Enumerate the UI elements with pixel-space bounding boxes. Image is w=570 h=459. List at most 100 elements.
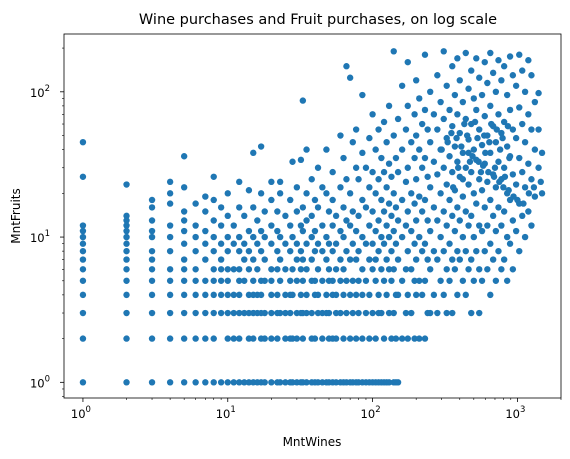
data-point bbox=[521, 88, 529, 96]
data-point bbox=[148, 256, 156, 263]
data-point bbox=[359, 335, 366, 342]
data-point bbox=[430, 158, 438, 165]
data-point bbox=[319, 247, 326, 255]
data-point bbox=[466, 158, 474, 165]
data-point bbox=[202, 291, 209, 299]
data-point bbox=[123, 212, 130, 220]
data-point bbox=[180, 277, 188, 284]
data-point bbox=[202, 309, 209, 317]
data-point bbox=[434, 217, 441, 224]
data-point bbox=[230, 240, 237, 247]
data-point bbox=[390, 309, 397, 317]
data-point bbox=[470, 190, 478, 197]
data-point bbox=[430, 247, 438, 255]
data-point bbox=[311, 277, 319, 284]
data-point bbox=[180, 379, 188, 386]
data-point bbox=[398, 82, 406, 89]
data-point bbox=[166, 190, 174, 197]
data-point bbox=[443, 309, 450, 317]
data-point bbox=[268, 266, 275, 273]
data-point bbox=[79, 138, 87, 146]
data-point bbox=[123, 291, 130, 299]
data-point bbox=[359, 91, 366, 99]
data-point bbox=[217, 277, 225, 284]
data-point bbox=[332, 335, 340, 342]
data-point bbox=[166, 277, 174, 284]
data-point bbox=[462, 164, 469, 171]
data-point bbox=[230, 291, 237, 299]
data-point bbox=[498, 266, 505, 273]
data-point bbox=[418, 164, 426, 171]
data-point bbox=[487, 240, 494, 247]
data-point bbox=[446, 153, 453, 160]
data-point bbox=[495, 247, 502, 255]
data-point bbox=[276, 233, 284, 241]
data-point bbox=[411, 335, 418, 342]
data-point bbox=[492, 138, 500, 146]
data-point bbox=[282, 266, 289, 273]
data-point bbox=[217, 266, 225, 273]
plot-frame bbox=[63, 33, 562, 399]
data-point bbox=[531, 193, 539, 200]
data-point bbox=[245, 266, 253, 273]
data-point bbox=[392, 240, 400, 247]
data-point bbox=[224, 190, 231, 197]
data-point bbox=[337, 256, 344, 263]
data-point bbox=[506, 53, 514, 60]
data-point bbox=[454, 158, 461, 165]
data-point bbox=[520, 200, 527, 207]
data-point bbox=[236, 309, 243, 317]
data-point bbox=[473, 247, 480, 255]
data-point bbox=[493, 126, 500, 133]
data-point bbox=[343, 63, 350, 70]
data-point bbox=[202, 193, 209, 200]
data-point bbox=[166, 266, 174, 273]
data-point bbox=[509, 126, 517, 133]
data-point bbox=[383, 184, 390, 191]
data-point bbox=[369, 240, 376, 247]
data-point bbox=[314, 240, 322, 247]
data-point bbox=[380, 240, 388, 247]
data-point bbox=[123, 256, 130, 263]
data-point bbox=[148, 335, 156, 342]
data-point bbox=[192, 247, 199, 255]
x-axis-label: MntWines bbox=[283, 435, 342, 449]
data-point bbox=[495, 158, 502, 165]
data-point bbox=[481, 204, 488, 211]
data-point bbox=[437, 233, 444, 241]
data-point bbox=[538, 190, 546, 197]
data-point bbox=[446, 277, 453, 284]
data-point bbox=[268, 222, 275, 229]
data-point bbox=[217, 256, 225, 263]
data-point bbox=[319, 335, 326, 342]
data-point bbox=[528, 222, 535, 229]
data-point bbox=[430, 204, 438, 211]
data-point bbox=[257, 190, 265, 197]
data-point bbox=[210, 379, 217, 386]
data-point bbox=[245, 247, 253, 255]
data-point bbox=[492, 277, 500, 284]
data-point bbox=[538, 149, 546, 157]
data-point bbox=[437, 98, 444, 106]
data-point bbox=[268, 240, 275, 247]
data-point bbox=[440, 115, 447, 123]
data-point bbox=[297, 291, 305, 299]
data-point bbox=[492, 227, 500, 235]
data-point bbox=[166, 379, 174, 386]
data-point bbox=[308, 176, 315, 183]
data-point bbox=[427, 309, 434, 317]
data-point bbox=[224, 247, 231, 255]
data-point bbox=[349, 309, 356, 317]
data-point bbox=[230, 335, 237, 342]
data-point bbox=[303, 266, 310, 273]
y-tick-label: 102 bbox=[30, 84, 50, 100]
data-point bbox=[535, 164, 542, 171]
data-point bbox=[521, 184, 529, 191]
data-point bbox=[394, 115, 402, 123]
data-point bbox=[369, 111, 376, 118]
data-point bbox=[461, 120, 468, 128]
data-point bbox=[488, 120, 495, 128]
data-point bbox=[268, 178, 275, 186]
data-point bbox=[535, 126, 542, 133]
data-point bbox=[287, 222, 294, 229]
